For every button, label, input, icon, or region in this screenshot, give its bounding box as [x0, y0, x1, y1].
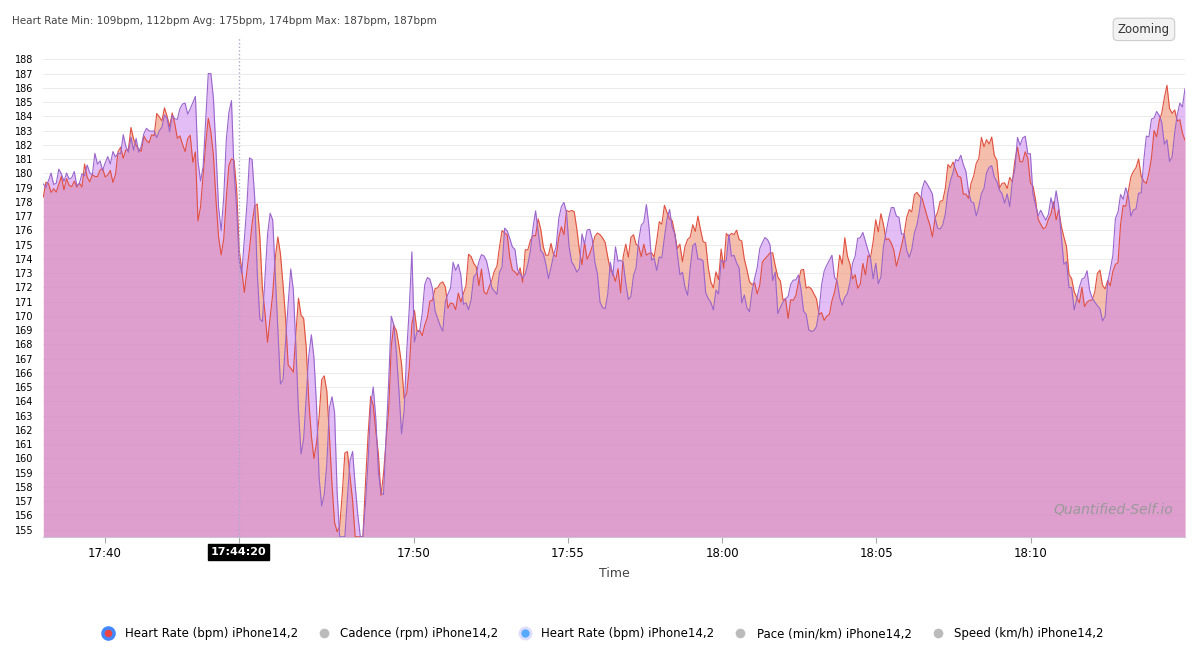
Text: Quantified-Self.io: Quantified-Self.io [1054, 503, 1174, 517]
Text: Heart Rate Min: 109bpm, 112bpm Avg: 175bpm, 174bpm Max: 187bpm, 187bpm: Heart Rate Min: 109bpm, 112bpm Avg: 175b… [12, 16, 437, 26]
Legend: Heart Rate (bpm) iPhone14,2, Cadence (rpm) iPhone14,2, Heart Rate (bpm) iPhone14: Heart Rate (bpm) iPhone14,2, Cadence (rp… [91, 623, 1109, 645]
X-axis label: Time: Time [599, 567, 630, 580]
Text: Zooming: Zooming [1118, 23, 1170, 36]
